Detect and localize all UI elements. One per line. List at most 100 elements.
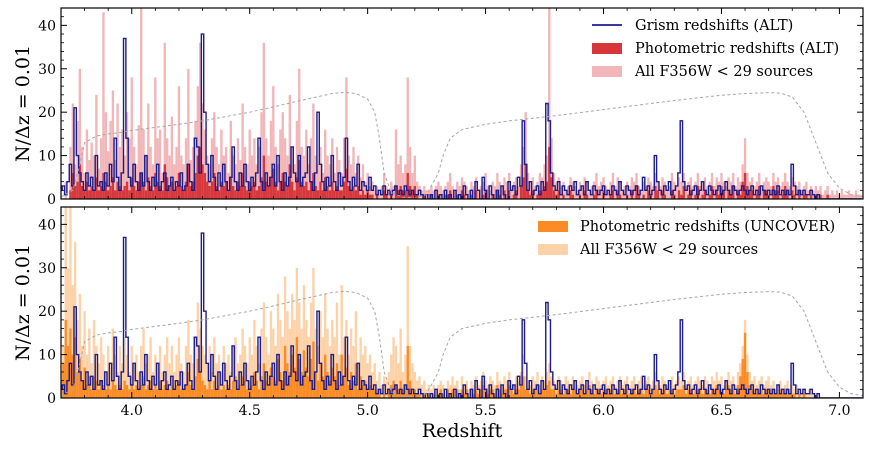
histogram-bar — [732, 376, 735, 398]
histogram-bar — [366, 172, 369, 199]
histogram-bar — [269, 120, 273, 199]
histogram-bar — [583, 393, 586, 398]
histogram-bar — [227, 172, 230, 199]
histogram-bar — [326, 371, 329, 398]
histogram-bar — [109, 185, 112, 199]
histogram-bar — [710, 389, 714, 398]
histogram-bar — [467, 389, 471, 398]
y-tick-label: 20 — [38, 304, 56, 320]
histogram-bar — [272, 376, 275, 398]
histogram-bar — [257, 363, 261, 398]
histogram-bar — [666, 190, 669, 199]
histogram-bar — [427, 190, 431, 199]
histogram-bar — [802, 194, 806, 199]
histogram-bar — [283, 138, 287, 199]
legend-patch-all-uncover — [538, 244, 568, 255]
histogram-bar — [170, 384, 174, 398]
histogram-bar — [274, 345, 277, 398]
legend-patch-phot-uncover — [538, 221, 568, 232]
histogram-bar — [88, 159, 91, 199]
histogram-bar — [298, 358, 301, 398]
histogram-bar — [229, 120, 233, 199]
histogram-bar — [552, 190, 556, 199]
histogram-bar — [562, 194, 565, 199]
y-tick-label: 30 — [38, 62, 56, 78]
legend-patch-all-alt — [592, 66, 622, 77]
histogram-bar — [286, 155, 289, 199]
histogram-bar — [316, 164, 320, 199]
histogram-bar — [222, 155, 225, 199]
histogram-bar — [206, 363, 209, 398]
histogram-bar — [184, 384, 188, 398]
histogram-bar — [236, 363, 240, 398]
histogram-bar — [109, 120, 112, 199]
histogram-bar — [781, 194, 784, 199]
histogram-bar — [66, 345, 70, 398]
histogram-bar — [288, 371, 291, 398]
histogram-bar — [173, 389, 176, 398]
histogram-bar — [163, 42, 166, 199]
histogram-bar — [750, 190, 754, 199]
histogram-bar — [227, 354, 230, 398]
histogram-bar — [382, 376, 386, 398]
histogram-bar — [800, 393, 803, 398]
histogram-bar — [187, 164, 190, 199]
histogram-bar — [677, 177, 681, 199]
histogram-bar — [387, 190, 391, 199]
histogram-bar — [413, 371, 416, 398]
histogram-bar — [474, 190, 478, 199]
histogram-bar — [670, 172, 674, 199]
histogram-bar — [474, 389, 478, 398]
histogram-bar — [116, 181, 119, 199]
histogram-bar — [288, 94, 291, 199]
histogram-bar — [107, 345, 110, 398]
histogram-bar — [614, 393, 617, 398]
histogram-bar — [562, 393, 565, 398]
histogram-bar — [741, 181, 744, 199]
histogram-bar — [656, 389, 659, 398]
histogram-bar — [156, 181, 159, 199]
histogram-bar — [83, 172, 86, 199]
histogram-bar — [262, 42, 266, 199]
histogram-bar — [260, 112, 263, 199]
histogram-bar — [83, 367, 86, 398]
histogram-bar — [628, 185, 631, 199]
histogram-bar — [663, 181, 667, 199]
histogram-bar — [378, 389, 381, 398]
histogram-bar — [130, 345, 133, 398]
histogram-bar — [107, 384, 110, 398]
histogram-bar — [666, 393, 669, 398]
histogram-bar — [149, 185, 152, 199]
histogram-bar — [154, 77, 157, 199]
histogram-bar — [170, 345, 174, 398]
histogram-bar — [592, 384, 596, 398]
histogram-bar — [470, 194, 473, 199]
histogram-bar — [163, 164, 166, 199]
histogram-bar — [95, 177, 98, 199]
histogram-bar — [809, 185, 813, 199]
histogram-bar — [524, 112, 527, 199]
histogram-bar — [236, 389, 240, 398]
top-y-axis-title: N/Δz = 0.01 — [12, 45, 34, 162]
histogram-bar — [550, 389, 553, 398]
histogram-bar — [569, 384, 572, 398]
histogram-bar — [668, 389, 671, 398]
histogram-bar — [125, 181, 129, 199]
histogram-bar — [130, 384, 133, 398]
histogram-bar — [114, 354, 117, 398]
histogram-bar — [302, 185, 306, 199]
histogram-bar — [357, 363, 360, 398]
histogram-bar — [392, 185, 395, 199]
histogram-bar — [654, 172, 657, 199]
histogram-bar — [71, 103, 74, 199]
histogram-bar — [654, 384, 657, 398]
histogram-bar — [508, 384, 511, 398]
histogram-bar — [401, 172, 405, 199]
histogram-bar — [746, 185, 749, 199]
histogram-bar — [548, 380, 551, 398]
bottom-panel: 0 10 20 30 40 4.0 4.5 5.0 5.5 6.0 6.5 7.0 N/Δz = 0.… — [12, 206, 864, 442]
histogram-bar — [300, 181, 303, 199]
histogram-bar — [649, 181, 652, 199]
histogram-bar — [90, 389, 93, 398]
histogram-bar — [85, 129, 89, 199]
